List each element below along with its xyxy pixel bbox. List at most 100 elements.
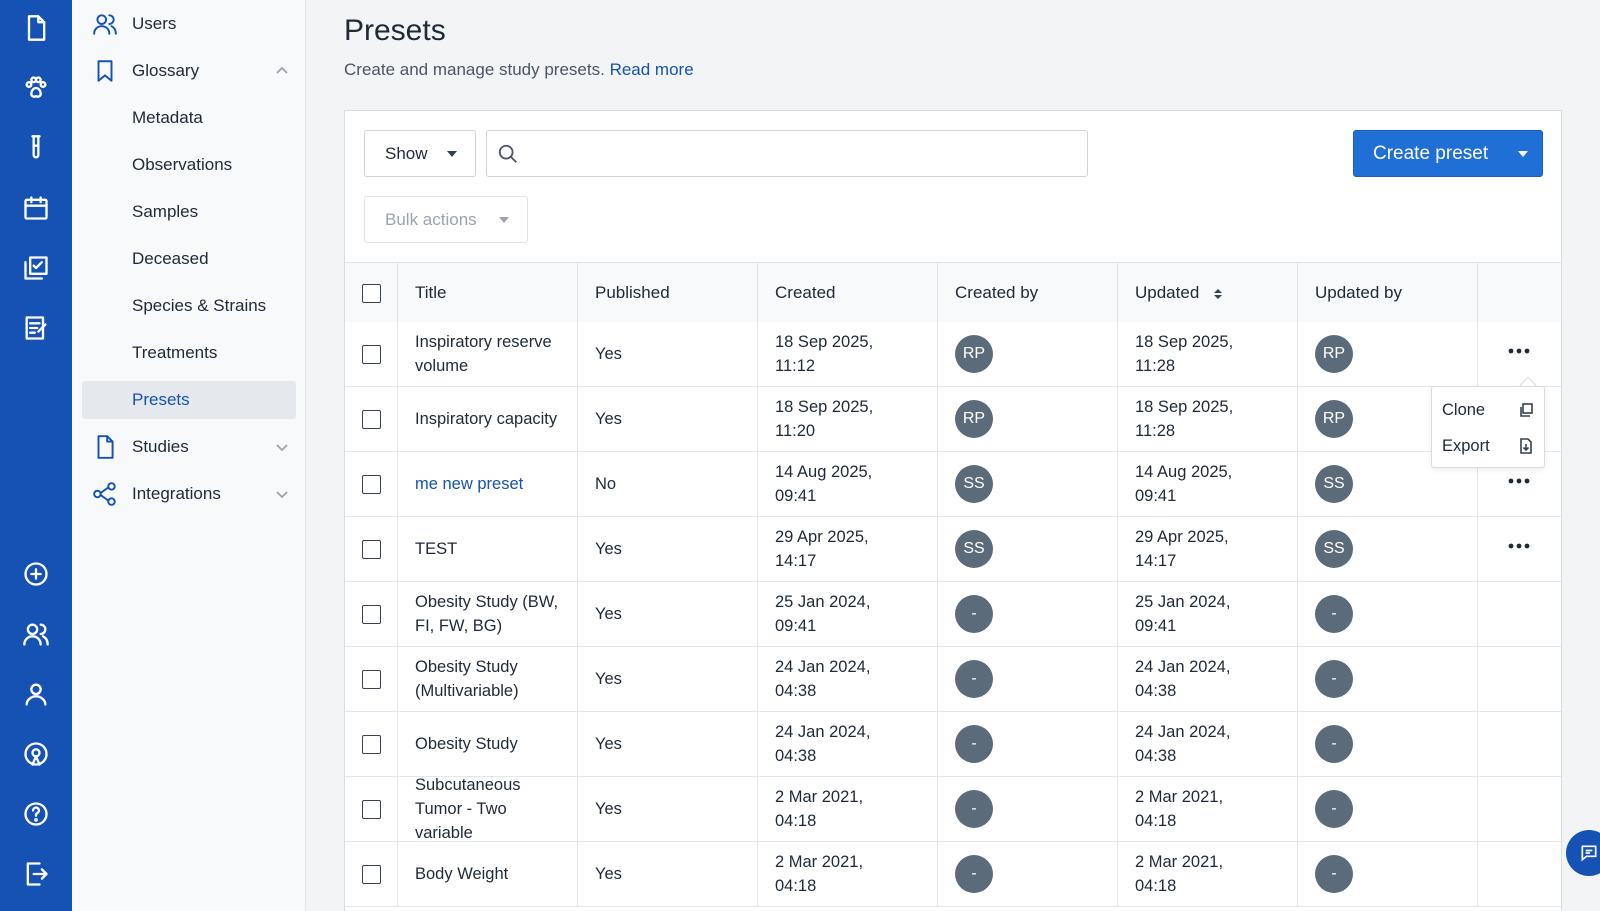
search-box[interactable] xyxy=(486,130,1088,177)
logout-icon[interactable] xyxy=(16,854,56,894)
search-icon xyxy=(497,143,519,165)
more-options-icon[interactable] xyxy=(1501,532,1537,560)
cell-created: 18 Sep 2025, 11:20 xyxy=(758,387,938,451)
table-row[interactable]: Body Weight Yes 2 Mar 2021, 04:18-2 Mar 20… xyxy=(345,842,1561,907)
row-checkbox[interactable] xyxy=(362,474,381,494)
sidebar-item-observations[interactable]: Observations xyxy=(132,155,233,174)
menu-arrow xyxy=(1519,376,1537,387)
row-checkbox[interactable] xyxy=(362,539,381,559)
row-checkbox[interactable] xyxy=(362,734,381,754)
sidebar-item-metadata[interactable]: Metadata xyxy=(132,108,203,127)
document-icon[interactable] xyxy=(16,8,56,48)
sidebar-item-presets[interactable]: Presets xyxy=(82,381,296,419)
checklist-icon[interactable] xyxy=(16,248,56,288)
add-circle-icon[interactable] xyxy=(16,554,56,594)
cell-title[interactable]: me new preset xyxy=(398,452,578,516)
cell-created-by: - xyxy=(938,777,1118,841)
rocket-icon[interactable] xyxy=(16,734,56,774)
column-published[interactable]: Published xyxy=(578,263,758,323)
row-checkbox[interactable] xyxy=(362,604,381,624)
menu-item-label: Export xyxy=(1442,436,1490,455)
profile-icon[interactable] xyxy=(16,674,56,714)
more-options-icon[interactable] xyxy=(1501,337,1537,365)
search-input[interactable] xyxy=(533,131,1087,176)
test-tube-icon[interactable] xyxy=(16,128,56,168)
sort-icon[interactable] xyxy=(1213,286,1223,300)
team-icon[interactable] xyxy=(16,614,56,654)
sidebar-item-integrations[interactable]: Integrations xyxy=(82,475,296,513)
row-checkbox[interactable] xyxy=(362,669,381,689)
cell-created-by: SS xyxy=(938,452,1118,516)
avatar: SS xyxy=(955,465,993,503)
users-icon xyxy=(92,11,118,37)
sidebar-item-label: Integrations xyxy=(132,484,221,503)
cell-updated: 2 Mar 2021, 04:18 xyxy=(1118,777,1298,841)
row-select-cell xyxy=(345,322,398,386)
menu-item-clone[interactable]: Clone xyxy=(1432,392,1544,428)
sidebar-item-glossary[interactable]: Glossary xyxy=(82,52,296,90)
table-row[interactable]: me new preset No 14 Aug 2025, 09:41 SS 14 Au… xyxy=(345,452,1561,517)
cell-published: Yes xyxy=(578,712,758,776)
row-checkbox[interactable] xyxy=(362,344,381,364)
column-updated-by[interactable]: Updated by xyxy=(1298,263,1478,323)
bulk-actions-dropdown: Bulk actions xyxy=(364,196,528,243)
create-preset-button[interactable]: Create preset xyxy=(1353,130,1543,177)
cell-created-by: - xyxy=(938,647,1118,711)
help-icon[interactable] xyxy=(16,794,56,834)
select-all-checkbox[interactable] xyxy=(362,283,381,303)
subtitle-text: Create and manage study presets. xyxy=(344,60,605,79)
column-created[interactable]: Created xyxy=(758,263,938,323)
cell-title: Obesity Study (Multivariable) xyxy=(398,647,578,711)
table-row[interactable]: TEST Yes 29 Apr 2025, 14:17 SS 29 Apr 2025, … xyxy=(345,517,1561,582)
menu-item-export[interactable]: Export xyxy=(1432,428,1544,464)
row-checkbox[interactable] xyxy=(362,864,381,884)
calendar-icon[interactable] xyxy=(16,188,56,228)
row-select-cell xyxy=(345,647,398,711)
sidebar-item-studies[interactable]: Studies xyxy=(82,428,296,466)
sidebar-item-users[interactable]: Users xyxy=(82,5,296,43)
table-row[interactable]: Obesity Study (Multivariable) Yes 24 Jan 2… xyxy=(345,647,1561,712)
cell-updated: 25 Jan 2024, 09:41 xyxy=(1118,582,1298,646)
sidebar-item-samples[interactable]: Samples xyxy=(132,202,199,221)
sidebar-item-treatments[interactable]: Treatments xyxy=(132,343,218,362)
table-row[interactable]: Inspiratory capacity Yes 18 Sep 2025, 11:2… xyxy=(345,387,1561,452)
column-updated[interactable]: Updated xyxy=(1118,263,1298,323)
more-options-icon[interactable] xyxy=(1501,467,1537,495)
row-checkbox[interactable] xyxy=(362,799,381,819)
table-row[interactable]: Inspiratory reserve volume Yes 18 Sep 2025… xyxy=(345,322,1561,387)
sidebar-item-species-strains[interactable]: Species & Strains xyxy=(132,296,267,315)
avatar: RP xyxy=(955,335,993,373)
show-dropdown[interactable]: Show xyxy=(364,130,476,177)
column-created-by[interactable]: Created by xyxy=(938,263,1118,323)
sidebar-item-label: Studies xyxy=(132,437,189,456)
page-subtitle: Create and manage study presets. Read mo… xyxy=(344,60,694,80)
column-title[interactable]: Title xyxy=(398,263,578,323)
row-checkbox[interactable] xyxy=(362,409,381,429)
cell-created-by: RP xyxy=(938,322,1118,386)
cell-created-by: - xyxy=(938,582,1118,646)
table-row[interactable]: Obesity Study (BW, FI, FW, BG) Yes 25 Jan … xyxy=(345,582,1561,647)
chevron-down-icon xyxy=(274,439,290,455)
export-file-icon xyxy=(1518,438,1534,454)
cell-published: Yes xyxy=(578,322,758,386)
cell-actions xyxy=(1478,842,1561,906)
table-row[interactable]: Obesity Study Yes 24 Jan 2024, 04:38-24 Ja… xyxy=(345,712,1561,777)
cell-published: Yes xyxy=(578,647,758,711)
app-rail xyxy=(0,0,72,911)
caret-down-icon[interactable] xyxy=(1518,151,1528,157)
table-row[interactable]: Subcutaneous Tumor - Two variable Yes 2 Ma… xyxy=(345,776,1561,842)
row-select-cell xyxy=(345,842,398,906)
paw-icon[interactable] xyxy=(16,68,56,108)
chat-icon[interactable] xyxy=(1566,830,1600,876)
select-all-cell xyxy=(345,263,398,323)
avatar: RP xyxy=(1315,335,1353,373)
cell-updated: 29 Apr 2025, 14:17 xyxy=(1118,517,1298,581)
cell-title: Inspiratory capacity xyxy=(398,387,578,451)
cell-published: Yes xyxy=(578,842,758,906)
notes-icon[interactable] xyxy=(16,308,56,348)
document-icon xyxy=(92,434,118,460)
cell-published: Yes xyxy=(578,582,758,646)
read-more-link[interactable]: Read more xyxy=(609,60,694,79)
sidebar-item-deceased[interactable]: Deceased xyxy=(132,249,209,268)
cell-updated-by: - xyxy=(1298,777,1478,841)
